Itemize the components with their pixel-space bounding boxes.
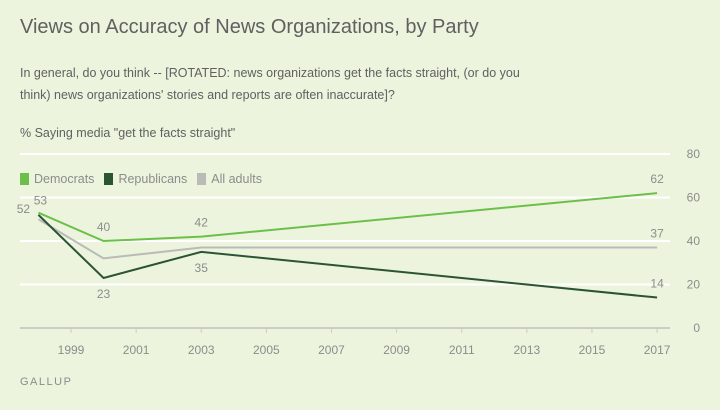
y-tick-label: 60 bbox=[687, 191, 701, 205]
legend-item-all-adults: All adults bbox=[197, 172, 262, 186]
data-label: 35 bbox=[195, 261, 209, 275]
series-line-all-adults bbox=[37, 218, 658, 260]
x-tick-label: 2007 bbox=[318, 343, 345, 357]
legend-item-republicans: Republicans bbox=[104, 172, 187, 186]
x-tick-label: 2017 bbox=[644, 343, 671, 357]
data-label: 42 bbox=[195, 216, 209, 230]
y-tick-label: 80 bbox=[687, 147, 701, 161]
data-label: 62 bbox=[650, 172, 664, 186]
x-tick-label: 1999 bbox=[58, 343, 85, 357]
series-line-republicans bbox=[37, 214, 658, 299]
legend-item-democrats: Democrats bbox=[20, 172, 94, 186]
x-tick-label: 2009 bbox=[383, 343, 410, 357]
data-label: 40 bbox=[97, 220, 111, 234]
x-tick-label: 2013 bbox=[513, 343, 540, 357]
legend: Democrats Republicans All adults bbox=[20, 172, 262, 186]
chart-measure: % Saying media "get the facts straight" bbox=[20, 126, 236, 140]
x-tick-label: 2011 bbox=[449, 343, 475, 357]
y-tick-label: 40 bbox=[687, 234, 701, 248]
data-label: 14 bbox=[650, 277, 664, 291]
data-label: 53 bbox=[34, 194, 48, 208]
x-tick-label: 2001 bbox=[123, 343, 150, 357]
x-tick-label: 2015 bbox=[579, 343, 606, 357]
y-tick-label: 0 bbox=[693, 321, 700, 335]
x-tick-label: 2005 bbox=[253, 343, 280, 357]
data-label: 23 bbox=[97, 287, 111, 301]
data-label: 37 bbox=[650, 227, 664, 241]
y-tick-label: 20 bbox=[687, 278, 701, 292]
x-tick-label: 2003 bbox=[188, 343, 215, 357]
source-label: GALLUP bbox=[20, 376, 73, 388]
chart-title: Views on Accuracy of News Organizations,… bbox=[20, 16, 479, 38]
series-line-democrats bbox=[38, 192, 658, 243]
chart-subtitle: In general, do you think -- [ROTATED: ne… bbox=[20, 66, 520, 102]
data-label: 52 bbox=[17, 202, 31, 216]
